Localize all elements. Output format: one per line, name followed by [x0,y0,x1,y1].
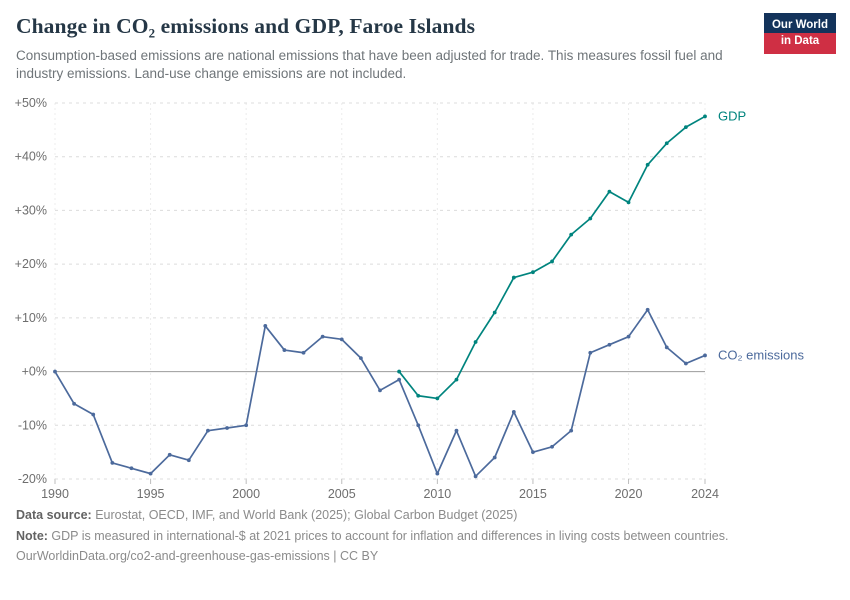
data-point [186,458,191,463]
data-point [129,466,134,471]
data-point [492,311,497,315]
line-chart-canvas: 1990 1995 2000 2005 2010 2015 2020 2024 +50% +40%… [15,96,805,501]
chart-header: Change in CO₂ emissions and GDP, Faroe I… [0,0,850,83]
data-point [225,426,229,431]
x-tick-label: 2010 [423,487,451,501]
data-point [683,125,688,130]
data-source-text: Eurostat, OECD, IMF, and World Bank (202… [91,508,518,523]
data-point [588,217,593,221]
data-point [511,410,516,415]
y-tick-label: +0% [22,365,47,379]
data-point [607,190,612,194]
data-point [492,456,497,460]
series-end-label: GDP [718,109,746,124]
data-point [148,472,153,476]
data-point [435,396,440,401]
y-tick-label: +50% [15,96,47,110]
x-tick-label: 2024 [691,487,719,501]
chart-footer: Data source: Eurostat, OECD, IMF, and Wo… [0,501,850,567]
data-point [645,163,650,168]
owid-logo-line1: Our World [771,19,828,31]
owid-logo-line2: in Data [764,33,836,54]
data-point [110,461,115,466]
data-point [206,429,210,433]
x-tick-label: 2000 [232,487,260,501]
data-point [607,343,612,348]
chart-subtitle: Consumption-based emissions are national… [16,48,723,82]
data-point [703,353,707,358]
data-point [91,413,96,417]
data-point [435,472,440,476]
data-point [397,370,402,374]
x-tick-label: 2020 [615,487,643,501]
y-tick-label: -10% [18,419,47,433]
note-label: Note: [16,528,48,543]
chart-area: 1990 1995 2000 2005 2010 2015 2020 2024 +50% +40%… [0,89,850,501]
data-point [416,423,421,428]
data-point [531,270,535,275]
data-point [53,370,57,374]
y-tick-label: +10% [15,311,47,325]
data-point [511,276,516,280]
data-point [569,429,574,433]
data-point [167,453,172,458]
owid-url-link[interactable]: OurWorldinData.org/co2-and-greenhouse-ga… [16,549,330,564]
x-tick-label: 2015 [519,487,547,501]
data-point [473,340,478,345]
data-point [588,351,593,356]
note-text: GDP is measured in international-$ at 20… [47,528,729,543]
license-text: | CC BY [329,549,379,564]
data-point [550,259,554,264]
data-point [320,335,325,339]
data-point [339,337,344,342]
data-point [72,402,77,407]
y-tick-label: +30% [15,204,47,218]
series-line [54,309,706,478]
data-source-line: Data source: Eurostat, OECD, IMF, and Wo… [16,505,834,526]
owid-logo[interactable]: Our World in Data [764,13,836,54]
data-point [645,308,650,313]
x-tick-label: 1990 [41,487,69,501]
data-point [703,114,707,119]
x-tick-label: 1995 [137,487,165,501]
data-point [282,348,287,353]
data-point [664,345,669,350]
y-tick-label: -20% [18,472,47,486]
series-line [398,116,706,400]
citation-line: OurWorldinData.org/co2-and-greenhouse-ga… [16,546,834,567]
data-point [664,141,669,146]
data-point [569,233,574,237]
series-end-label: CO₂ emissions [718,348,804,363]
data-point [454,378,459,382]
data-point [626,200,631,205]
data-point [358,356,363,361]
data-point [301,351,306,356]
data-point [473,474,478,479]
data-point [531,450,535,455]
y-tick-label: +20% [15,258,47,272]
data-point [416,394,421,399]
page-title: Change in CO₂ emissions and GDP, Faroe I… [16,14,476,38]
x-tick-label: 2005 [328,487,356,501]
data-point [263,324,268,329]
data-point [378,388,382,393]
data-source-label: Data source: [16,508,92,523]
data-point [550,445,554,450]
data-point [244,423,249,428]
data-point [454,429,459,433]
data-point [397,378,402,382]
data-point [626,335,631,339]
note-line: Note: GDP is measured in international-$… [16,526,834,547]
y-tick-label: +40% [15,150,47,164]
data-point [683,362,688,366]
